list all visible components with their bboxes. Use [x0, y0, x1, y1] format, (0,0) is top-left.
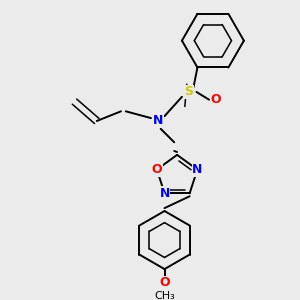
- Text: N: N: [192, 163, 203, 176]
- Text: N: N: [159, 187, 170, 200]
- Text: CH₃: CH₃: [154, 291, 175, 300]
- Text: N: N: [153, 115, 163, 128]
- Text: O: O: [152, 163, 162, 176]
- Text: S: S: [184, 85, 193, 98]
- Text: O: O: [159, 276, 170, 289]
- Text: O: O: [211, 93, 221, 106]
